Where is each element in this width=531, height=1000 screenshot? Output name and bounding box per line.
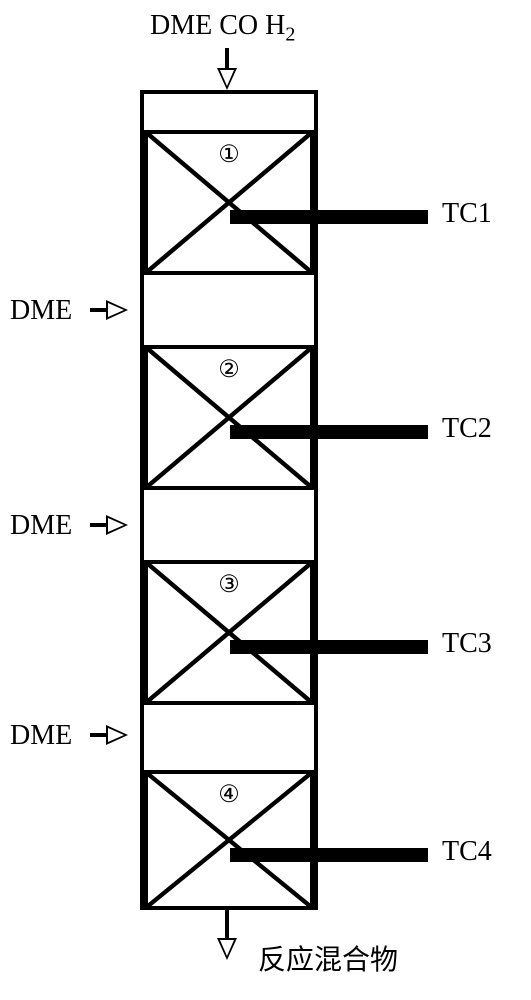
bottom-outlet-label: 反应混合物 — [258, 938, 398, 978]
tc-label-3: TC3 — [442, 628, 492, 660]
catalyst-bed-1: ① — [144, 130, 314, 275]
tc-bar-3 — [230, 640, 428, 654]
arrow-head-hollow — [108, 518, 124, 532]
arrow-head-hollow — [108, 728, 124, 742]
bed-number-3: ③ — [218, 570, 240, 599]
bed-number-1: ① — [218, 140, 240, 169]
catalyst-bed-4: ④ — [144, 770, 314, 910]
top-feed-seg-1: 2 — [285, 24, 295, 46]
arrow-head-hollow — [108, 303, 124, 317]
tc-bar-1 — [230, 210, 428, 224]
catalyst-bed-2: ② — [144, 345, 314, 490]
tc-bar-2 — [230, 425, 428, 439]
dme-label-1: DME — [10, 295, 72, 327]
top-feed-seg-0: DME CO H — [150, 10, 285, 41]
catalyst-bed-3: ③ — [144, 560, 314, 705]
tc-label-4: TC4 — [442, 836, 492, 868]
bed-number-4: ④ — [218, 780, 240, 809]
top-feed-label: DME CO H2 — [150, 10, 295, 47]
tc-label-1: TC1 — [442, 198, 492, 230]
tc-bar-4 — [230, 848, 428, 862]
dme-label-3: DME — [10, 720, 72, 752]
diagram-canvas: DME CO H2 ① ② ③ ④ — [0, 0, 531, 1000]
arrow-stem — [225, 48, 229, 70]
arrow-head-hollow — [220, 70, 234, 86]
arrow-head-hollow — [220, 940, 234, 956]
tc-label-2: TC2 — [442, 413, 492, 445]
bed-number-2: ② — [218, 355, 240, 384]
arrow-stem — [225, 910, 229, 940]
dme-label-2: DME — [10, 510, 72, 542]
